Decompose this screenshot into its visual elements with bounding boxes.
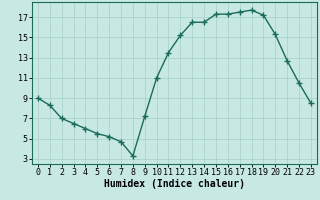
X-axis label: Humidex (Indice chaleur): Humidex (Indice chaleur) — [104, 179, 245, 189]
